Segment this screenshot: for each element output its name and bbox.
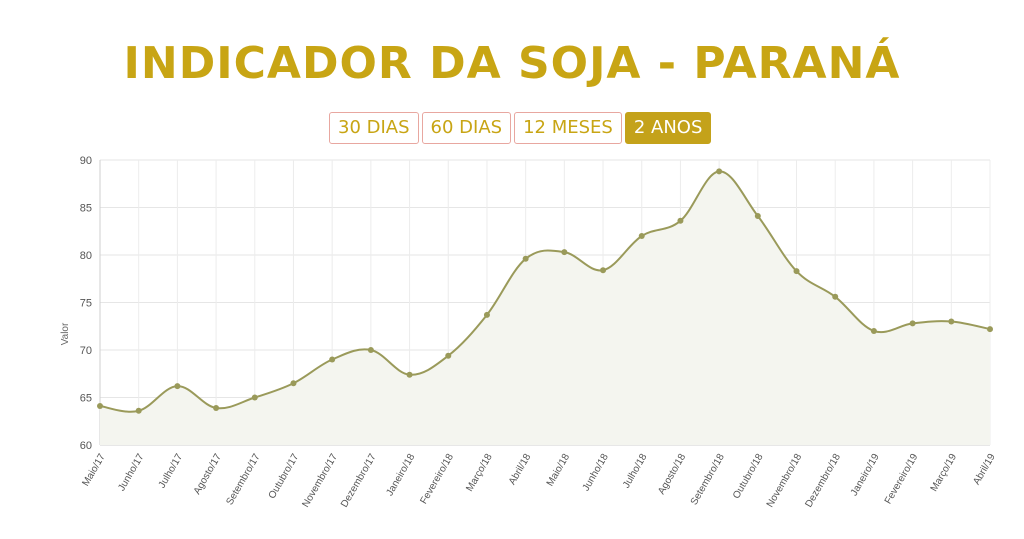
- chart-area: 60 65 70 75 80 85 90 Maio/17 Junho/17 Julho/17 Ag…: [0, 150, 1024, 534]
- page-title: INDICADOR DA SOJA - PARANÁ: [123, 38, 901, 89]
- data-point[interactable]: [406, 371, 413, 378]
- data-point[interactable]: [174, 383, 181, 390]
- data-point[interactable]: [367, 347, 374, 353]
- data-point[interactable]: [561, 249, 568, 256]
- data-point[interactable]: [716, 168, 723, 175]
- x-tick-label: Fevereiro/19: [883, 452, 921, 506]
- x-tick-label: Outubro/17: [267, 452, 302, 501]
- x-tick-label: Abril/18: [507, 452, 534, 487]
- x-tick-label: Maio/17: [80, 452, 108, 489]
- data-point[interactable]: [870, 328, 877, 334]
- data-point[interactable]: [600, 267, 607, 274]
- x-tick-label: Setembro/17: [224, 452, 262, 507]
- data-point[interactable]: [948, 318, 955, 325]
- x-tick-label: Agosto/17: [192, 452, 224, 497]
- data-point[interactable]: [909, 320, 916, 327]
- data-point[interactable]: [754, 213, 761, 220]
- data-point[interactable]: [213, 404, 220, 411]
- data-point[interactable]: [290, 380, 297, 387]
- x-axis: Maio/17 Junho/17 Julho/17 Agosto/17 Setembro…: [80, 452, 998, 510]
- data-point[interactable]: [251, 394, 258, 401]
- x-tick-label: Novembro/18: [765, 452, 805, 510]
- data-point[interactable]: [522, 255, 529, 262]
- y-tick-label: 90: [80, 155, 92, 167]
- y-tick-label: 80: [80, 250, 92, 262]
- x-tick-label: Novembro/17: [300, 452, 340, 510]
- range-tabs: 30 DIAS 60 DIAS 12 MESES 2 ANOS: [329, 112, 712, 144]
- x-tick-label: Dezembro/17: [339, 452, 379, 510]
- x-tick-label: Dezembro/18: [803, 452, 843, 510]
- x-tick-label: Agosto/18: [656, 452, 688, 497]
- data-point[interactable]: [329, 356, 336, 363]
- data-point[interactable]: [987, 326, 993, 333]
- data-point[interactable]: [135, 407, 142, 414]
- x-tick-label: Maio/18: [545, 452, 573, 489]
- x-tick-label: Setembro/18: [689, 452, 727, 507]
- x-tick-label: Outubro/18: [731, 452, 766, 501]
- x-tick-label: Janeiro/18: [384, 452, 417, 498]
- data-point[interactable]: [445, 352, 452, 359]
- data-point[interactable]: [483, 311, 490, 318]
- data-point[interactable]: [677, 217, 684, 224]
- data-points: [97, 168, 993, 414]
- x-tick-label: Junho/17: [116, 452, 146, 494]
- tab-30-dias[interactable]: 30 DIAS: [329, 112, 419, 144]
- x-tick-label: Abril/19: [971, 452, 998, 487]
- x-tick-label: Julho/18: [621, 452, 650, 491]
- y-tick-label: 60: [80, 440, 92, 452]
- x-tick-label: Fevereiro/18: [418, 452, 456, 506]
- x-tick-label: Março/19: [929, 452, 960, 494]
- x-tick-label: Junho/18: [581, 452, 611, 494]
- y-axis-label: Valor: [60, 322, 71, 345]
- y-axis: 60 65 70 75 80 85 90: [80, 155, 92, 452]
- y-tick-label: 70: [80, 345, 92, 357]
- x-tick-label: Julho/17: [157, 452, 186, 491]
- x-tick-label: Janeiro/19: [849, 452, 882, 498]
- x-tick-label: Março/18: [464, 452, 495, 494]
- tab-60-dias[interactable]: 60 DIAS: [421, 112, 512, 144]
- tab-12-meses[interactable]: 12 MESES: [514, 112, 622, 144]
- data-point[interactable]: [832, 293, 839, 300]
- y-tick-label: 85: [80, 203, 92, 215]
- data-point[interactable]: [97, 403, 103, 410]
- area-fill: [100, 171, 990, 445]
- data-point[interactable]: [793, 268, 800, 275]
- y-tick-label: 65: [80, 393, 92, 405]
- tab-2-anos[interactable]: 2 ANOS: [624, 112, 712, 144]
- data-point[interactable]: [638, 233, 645, 239]
- y-tick-label: 75: [80, 298, 92, 310]
